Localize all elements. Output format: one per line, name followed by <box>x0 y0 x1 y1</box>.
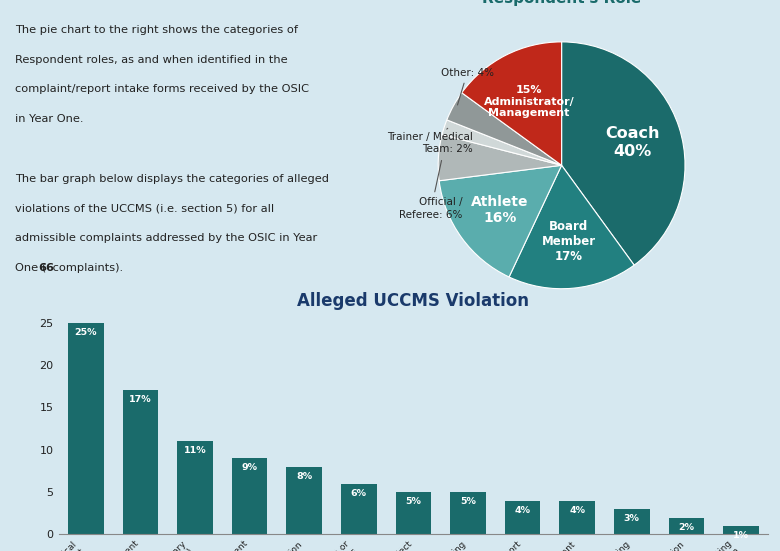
Text: complaint/report intake forms received by the OSIC: complaint/report intake forms received b… <box>15 84 309 94</box>
Text: Board
Member
17%: Board Member 17% <box>542 220 596 263</box>
Text: Respondent roles, as and when identified in the: Respondent roles, as and when identified… <box>15 55 288 64</box>
Text: 11%: 11% <box>183 446 207 455</box>
Text: violations of the UCCMS (i.e. section 5) for all: violations of the UCCMS (i.e. section 5)… <box>15 203 274 213</box>
Bar <box>723 526 759 534</box>
Text: Other: 4%: Other: 4% <box>441 68 494 105</box>
Title: Alleged UCCMS Violation: Alleged UCCMS Violation <box>297 291 530 310</box>
Wedge shape <box>447 93 562 165</box>
Text: 17%: 17% <box>129 396 152 404</box>
Text: Athlete
16%: Athlete 16% <box>471 195 528 225</box>
Text: 3%: 3% <box>624 514 640 523</box>
Text: 4%: 4% <box>569 506 585 515</box>
Text: The pie chart to the right shows the categories of: The pie chart to the right shows the cat… <box>15 25 298 35</box>
Text: complaints).: complaints). <box>48 263 122 273</box>
Wedge shape <box>562 42 685 265</box>
Text: 25%: 25% <box>75 328 97 337</box>
Title: Respondent's Role: Respondent's Role <box>482 0 641 6</box>
Text: One (: One ( <box>15 263 46 273</box>
Text: Trainer / Medical
Team: 2%: Trainer / Medical Team: 2% <box>387 128 473 154</box>
Text: 15%
Administrator/
Management: 15% Administrator/ Management <box>484 85 575 118</box>
Text: 66: 66 <box>39 263 55 273</box>
Text: admissible complaints addressed by the OSIC in Year: admissible complaints addressed by the O… <box>15 233 317 243</box>
Wedge shape <box>442 120 562 165</box>
Bar <box>505 500 541 534</box>
Text: 8%: 8% <box>296 472 312 480</box>
Text: 5%: 5% <box>460 497 476 506</box>
Wedge shape <box>439 165 562 277</box>
Bar <box>395 492 431 534</box>
Wedge shape <box>462 42 562 165</box>
Bar <box>559 500 595 534</box>
Bar <box>341 484 377 534</box>
Text: 1%: 1% <box>733 531 749 540</box>
Text: Coach
40%: Coach 40% <box>604 126 659 159</box>
Bar <box>614 509 650 534</box>
Bar <box>232 458 268 534</box>
Text: 4%: 4% <box>515 506 530 515</box>
Bar <box>286 467 322 534</box>
Text: The bar graph below displays the categories of alleged: The bar graph below displays the categor… <box>15 174 329 183</box>
Bar <box>450 492 486 534</box>
Bar <box>177 441 213 534</box>
Text: in Year One.: in Year One. <box>15 114 83 124</box>
Wedge shape <box>509 165 634 289</box>
Bar <box>68 322 104 534</box>
Text: Official /
Referee: 6%: Official / Referee: 6% <box>399 160 463 220</box>
Text: 5%: 5% <box>406 497 421 506</box>
Bar <box>668 517 704 534</box>
Bar <box>122 390 158 534</box>
Text: 9%: 9% <box>242 463 257 472</box>
Wedge shape <box>438 134 562 181</box>
Text: 6%: 6% <box>351 489 367 498</box>
Text: 2%: 2% <box>679 522 694 532</box>
